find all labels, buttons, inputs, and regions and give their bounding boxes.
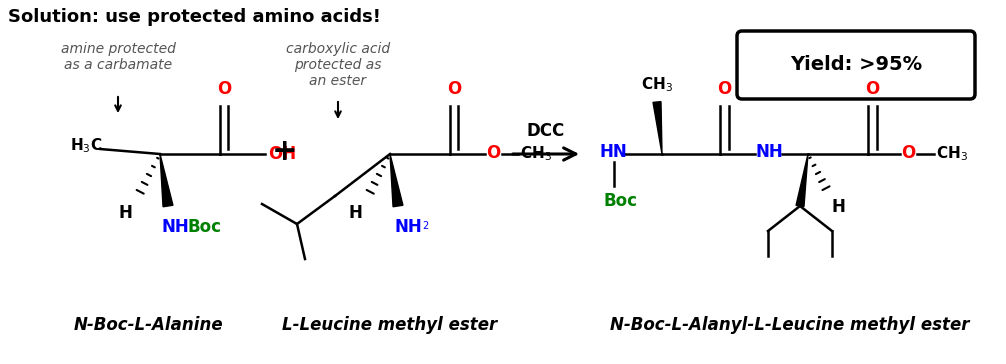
Text: O: O bbox=[486, 144, 500, 162]
Text: DCC: DCC bbox=[527, 122, 565, 140]
Polygon shape bbox=[390, 154, 403, 207]
Text: O: O bbox=[447, 80, 461, 98]
Text: CH$_3$: CH$_3$ bbox=[520, 145, 552, 163]
Text: +: + bbox=[273, 138, 298, 166]
Text: L-Leucine methyl ester: L-Leucine methyl ester bbox=[283, 316, 498, 334]
Text: amine protected
as a carbamate: amine protected as a carbamate bbox=[60, 42, 175, 72]
Text: CH$_3$: CH$_3$ bbox=[641, 75, 673, 94]
Text: carboxylic acid
protected as
an ester: carboxylic acid protected as an ester bbox=[286, 42, 390, 88]
Text: $_2$: $_2$ bbox=[422, 218, 430, 232]
Text: NH: NH bbox=[756, 143, 784, 161]
Text: Boc: Boc bbox=[604, 192, 638, 210]
Text: O: O bbox=[717, 80, 731, 98]
Text: NH: NH bbox=[162, 218, 190, 236]
Polygon shape bbox=[653, 102, 662, 154]
Text: HN: HN bbox=[600, 143, 628, 161]
Text: NH: NH bbox=[395, 218, 423, 236]
Text: O: O bbox=[865, 80, 879, 98]
Text: CH$_3$: CH$_3$ bbox=[936, 145, 968, 163]
Polygon shape bbox=[796, 154, 808, 207]
Text: N-Boc-L-Alanine: N-Boc-L-Alanine bbox=[73, 316, 222, 334]
Text: N-Boc-L-Alanyl-L-Leucine methyl ester: N-Boc-L-Alanyl-L-Leucine methyl ester bbox=[611, 316, 970, 334]
Text: Yield: >95%: Yield: >95% bbox=[790, 55, 923, 75]
Text: H: H bbox=[118, 204, 132, 222]
Text: H: H bbox=[348, 204, 362, 222]
Text: H: H bbox=[832, 198, 846, 216]
Text: Solution: use protected amino acids!: Solution: use protected amino acids! bbox=[8, 8, 381, 26]
Polygon shape bbox=[160, 154, 173, 207]
Text: Boc: Boc bbox=[188, 218, 222, 236]
Text: O: O bbox=[217, 80, 231, 98]
Text: H$_3$C: H$_3$C bbox=[70, 136, 103, 155]
FancyBboxPatch shape bbox=[737, 31, 975, 99]
Text: O: O bbox=[901, 144, 915, 162]
Text: OH: OH bbox=[268, 145, 296, 163]
